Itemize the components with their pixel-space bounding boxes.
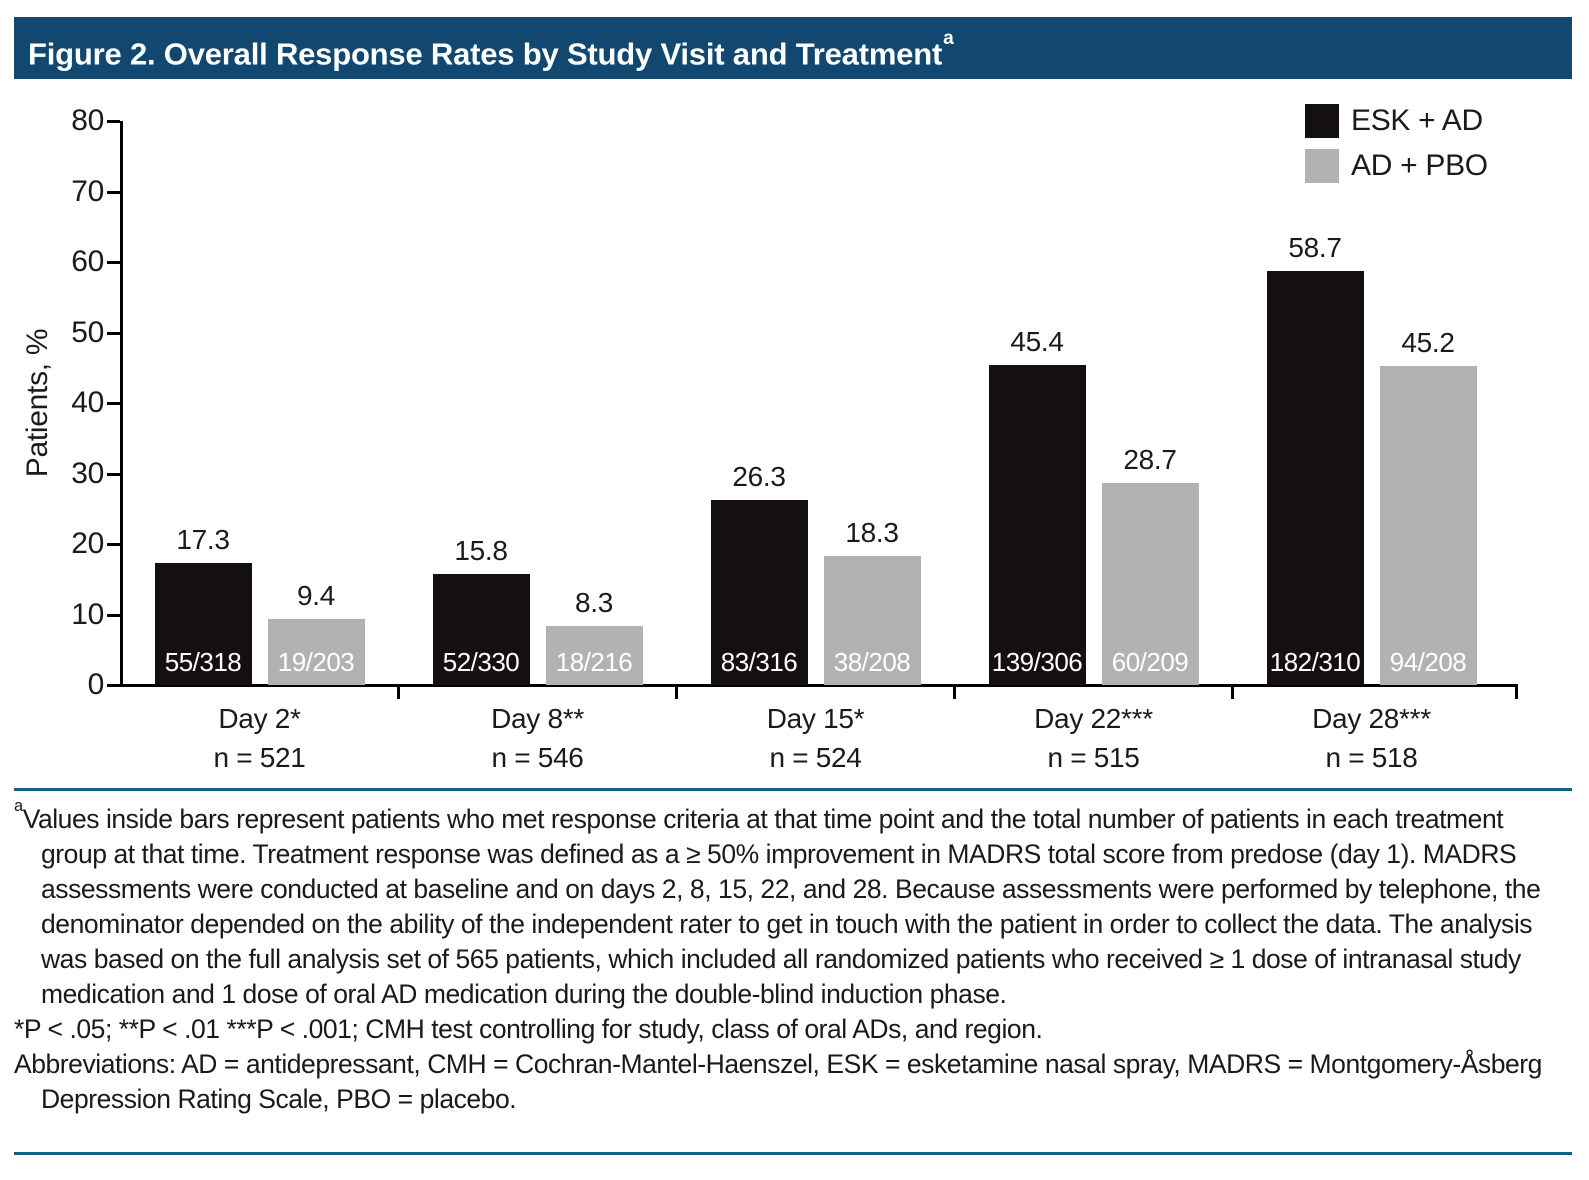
footnotes: aValues inside bars represent patients w… (14, 796, 1574, 1117)
bar-fraction-label: 38/208 (833, 647, 911, 677)
footnote-abbreviations: Abbreviations: AD = antidepressant, CMH … (14, 1048, 1542, 1114)
legend-label-esk-ad: ESK + AD (1351, 104, 1483, 137)
bar-value-label: 58.7 (1288, 232, 1342, 264)
bar-value-label: 28.7 (1123, 443, 1177, 475)
bar-fraction-label: 83/316 (720, 647, 798, 677)
x-group-label: Day 22*** (1034, 703, 1153, 734)
bar-ad-pbo (1101, 482, 1199, 685)
x-axis-end-tick (1515, 685, 1518, 699)
x-group-n-label: n = 546 (491, 742, 584, 773)
y-axis-tick (107, 190, 120, 194)
y-axis-tick (107, 402, 120, 405)
bar-ad-pbo (545, 626, 643, 685)
bar-value-label: 45.4 (1010, 325, 1064, 357)
y-axis-tick (107, 331, 120, 335)
footnote-a-text: Values inside bars represent patients wh… (22, 803, 1541, 1009)
y-axis-tick-label: 70 (71, 174, 104, 208)
x-axis-tick (953, 685, 956, 699)
x-group-n-label: n = 518 (1325, 742, 1418, 773)
x-group-label: Day 8** (491, 703, 584, 734)
bar-esk-ad (1266, 271, 1364, 685)
x-group-label: Day 2* (218, 703, 301, 734)
legend-label-ad-pbo: AD + PBO (1351, 149, 1488, 182)
y-axis-tick (107, 613, 120, 617)
figure-title: Figure 2. Overall Response Rates by Stud… (28, 36, 943, 72)
y-axis-tick (107, 472, 120, 476)
bar-esk-ad (710, 499, 808, 685)
bar-fraction-label: 55/318 (164, 647, 242, 677)
bar-esk-ad (154, 563, 252, 685)
legend-swatch-ad-pbo (1305, 149, 1339, 183)
bar-fraction-label: 182/310 (1269, 647, 1361, 677)
y-axis-tick-label: 10 (71, 597, 104, 631)
footnote-a: aValues inside bars represent patients w… (14, 796, 1574, 1012)
legend-swatch-esk-ad (1305, 104, 1339, 138)
y-axis-tick-label: 60 (71, 245, 104, 278)
x-group-n-label: n = 515 (1047, 742, 1140, 773)
x-group-n-label: n = 524 (769, 742, 862, 773)
bar-esk-ad (432, 573, 530, 685)
bar-fraction-label: 19/203 (277, 647, 355, 677)
footnote-a-marker: a (14, 797, 23, 816)
bar-fraction-label: 52/330 (442, 647, 520, 677)
x-axis-tick (397, 685, 400, 699)
y-axis-tick (107, 543, 120, 546)
legend: ESK + AD AD + PBO (1305, 104, 1488, 194)
footnote-pvalues: *P < .05; **P < .01 ***P < .001; CMH tes… (14, 1013, 1043, 1044)
legend-item-ad-pbo: AD + PBO (1305, 149, 1488, 183)
figure-title-footnote-marker: a (943, 28, 954, 50)
legend-item-esk-ad: ESK + AD (1305, 104, 1488, 138)
bottom-border-line (14, 1152, 1572, 1155)
bar-esk-ad (988, 364, 1086, 685)
x-group-label: Day 28*** (1312, 703, 1431, 734)
bar-value-label: 9.4 (296, 579, 336, 611)
y-axis-tick-label: 20 (71, 527, 104, 560)
x-axis-line (120, 684, 1518, 687)
bar-value-label: 26.3 (732, 460, 786, 492)
bar-ad-pbo (1379, 366, 1477, 685)
footnote-divider-line (14, 788, 1572, 791)
x-group-n-label: n = 521 (213, 742, 306, 773)
x-axis-tick (1231, 685, 1234, 699)
bar-value-label: 45.2 (1401, 327, 1455, 359)
bar-fraction-label: 18/216 (555, 647, 633, 677)
y-axis-tick-label: 30 (71, 456, 104, 490)
y-axis-tick-label: 0 (87, 668, 105, 701)
bar-fraction-label: 139/306 (991, 647, 1083, 677)
bar-ad-pbo (267, 618, 365, 685)
bar-fraction-label: 94/208 (1389, 647, 1467, 677)
bar-fraction-label: 60/209 (1111, 647, 1189, 677)
y-axis-tick (107, 120, 120, 123)
y-axis-tick (107, 261, 120, 264)
y-axis-tick-label: 50 (71, 315, 104, 349)
y-axis-tick-label: 80 (71, 104, 104, 137)
y-axis-tick-label: 40 (71, 386, 104, 419)
x-group-label: Day 15* (766, 703, 865, 734)
bar-value-label: 17.3 (176, 524, 230, 556)
bar-value-label: 18.3 (845, 516, 899, 548)
y-axis-line (120, 121, 123, 687)
bar-value-label: 8.3 (574, 587, 614, 619)
bar-ad-pbo (823, 555, 921, 685)
x-axis-tick (675, 685, 678, 699)
y-axis-tick (107, 684, 120, 687)
bar-value-label: 15.8 (454, 534, 508, 566)
figure-title-bar: Figure 2. Overall Response Rates by Stud… (14, 17, 1572, 79)
